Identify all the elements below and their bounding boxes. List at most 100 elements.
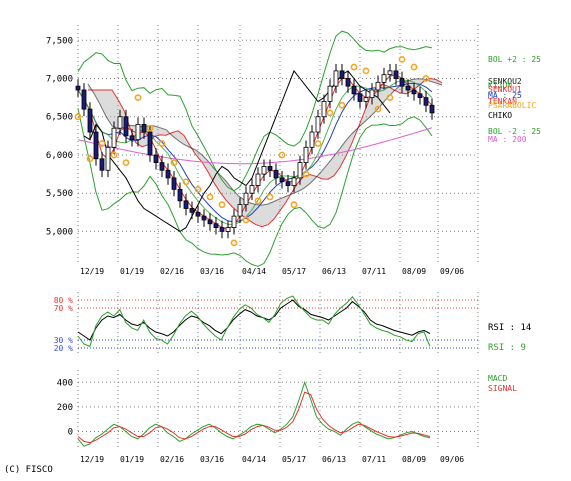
chiko-line [83,69,391,232]
candle-body [159,162,165,171]
psar-dot [362,67,370,75]
candle-body [141,123,147,133]
candle-body [183,200,189,209]
bol-lower-line [77,108,433,267]
candle-body [123,116,129,137]
price-xtick-label: 03/16 [200,267,224,276]
macd-xtick-label: 09/06 [440,455,464,464]
candle-body [309,131,315,148]
psar-dot [218,201,226,209]
candle-body [225,227,231,232]
psar-dot [170,159,178,167]
psar-dot [266,193,274,201]
price-ytick-label: 5,000 [46,227,73,237]
psar-dot [326,109,334,117]
axis-labels: 5,000 5,500 6,000 6,500 7,000 7,500 12/19 12/19… [46,36,464,464]
candle-body [375,81,381,91]
psar-dot [98,140,106,147]
macd-xtick-label: 07/11 [362,455,386,464]
psar-dot [74,113,82,121]
psar-dot [314,140,322,147]
candle-body [315,116,321,133]
candle-body [213,223,219,228]
psar-dot [230,239,238,247]
psar-dot [182,178,190,186]
candle-body [279,177,285,183]
candle-body [399,78,405,87]
candle-body [189,208,195,213]
candle-body [201,215,207,221]
macd-xtick-label: 03/16 [200,455,224,464]
candlesticks [75,63,435,239]
candle-body [255,173,261,186]
psar-dot [242,216,250,224]
price-legend-entry: MA : 200 [488,135,527,144]
price-legend-entry: SENKOU2 [488,77,522,86]
psar-dot [386,94,394,102]
candle-body [285,181,291,186]
signal-line [77,391,431,444]
psar-dot [410,63,418,71]
candle-body [243,192,249,206]
candle-body [273,169,279,179]
price-ytick-label: 7,500 [46,36,73,46]
psar-dot [278,151,286,159]
rsi9-line [77,295,431,348]
candle-body [411,89,417,95]
candle-body [351,85,357,95]
price-legend-entry: BOL +2 : 25 [488,55,541,64]
candle-body [171,177,177,190]
price-ytick-label: 6,500 [46,113,73,123]
candle-body [81,89,87,110]
candle-body [267,166,273,171]
price-xtick-label: 06/13 [322,267,346,276]
macd-xtick-label: 01/19 [120,455,144,464]
psar-dot [110,151,118,159]
price-xtick-label: 08/09 [402,267,426,276]
rsi14-legend: RSI : 14 [488,323,531,333]
rsi-ytick-label: 80 % [54,296,73,305]
gridlines [77,25,479,450]
psar-dot [302,170,310,178]
price-xtick-label: 05/17 [282,267,306,276]
candle-body [345,78,351,87]
candle-body [333,70,339,87]
macd-xtick-label: 05/17 [282,455,306,464]
indicator-lines [77,30,443,447]
price-xtick-label: 01/19 [120,267,144,276]
price-xtick-label: 02/16 [160,267,184,276]
price-legend-entry: KIJUN [488,81,512,90]
candle-body [135,123,141,141]
price-xtick-label: 07/11 [362,267,386,276]
rsi-ytick-label: 20 % [54,344,73,353]
macd-ytick-label: 200 [57,403,73,413]
macd-line [77,380,431,447]
candle-body [177,188,183,202]
psar-dot [146,124,154,132]
candle-body [405,85,411,91]
candle-body [93,131,99,160]
candle-body [261,166,267,175]
macd-ytick-label: 400 [57,378,73,388]
candle-body [321,101,327,118]
price-ytick-label: 6,000 [46,151,73,161]
copyright-text: (C) FISCO [4,465,53,475]
psar-dot [134,94,142,102]
candle-body [75,85,81,91]
price-legend-entry: BOL -2 : 25 [488,127,541,136]
price-legend-entry: TENKAN [488,97,517,106]
rsi-ytick-label: 70 % [54,304,73,313]
price-ytick-label: 7,000 [46,75,73,85]
candle-body [423,97,429,106]
psar-dot [422,75,430,82]
candle-body [129,135,135,141]
price-xtick-label: 04/14 [242,267,266,276]
macd-xtick-label: 04/14 [242,455,266,464]
senkou1-line [88,77,443,228]
candle-body [369,89,375,99]
candle-body [303,146,309,164]
macd-legend: MACD [488,374,507,383]
macd-xtick-label: 08/09 [402,455,426,464]
price-ytick-label: 5,500 [46,189,73,199]
